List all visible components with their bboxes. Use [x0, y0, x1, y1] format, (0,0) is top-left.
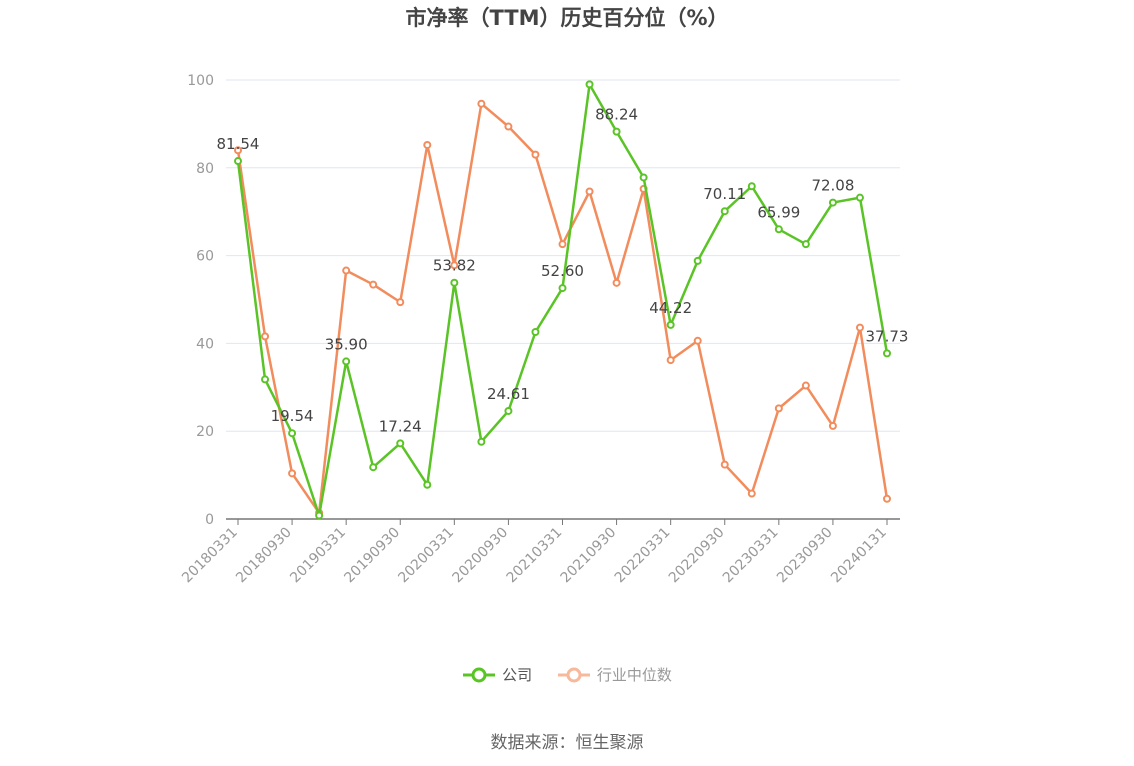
x-tick-label: 20220331	[612, 525, 674, 587]
data-label: 65.99	[757, 203, 800, 221]
data-point	[342, 266, 351, 275]
legend-item-company[interactable]: 公司	[462, 664, 532, 685]
data-point	[585, 80, 594, 89]
data-label: 37.73	[866, 327, 909, 345]
x-tick-label: 20190930	[341, 525, 403, 587]
data-point	[423, 480, 432, 489]
x-tick-label: 20230331	[720, 525, 782, 587]
data-point	[477, 437, 486, 446]
data-point	[855, 323, 864, 332]
data-point	[504, 122, 513, 131]
data-point	[261, 375, 270, 384]
data-point	[288, 469, 297, 478]
data-point	[801, 381, 810, 390]
data-point	[639, 173, 648, 182]
data-label: 24.61	[487, 385, 530, 403]
data-label: 70.11	[703, 185, 746, 203]
data-point	[801, 240, 810, 249]
data-label: 52.60	[541, 262, 584, 280]
data-point	[396, 439, 405, 448]
series-line	[236, 83, 889, 517]
data-point	[883, 494, 891, 503]
y-tick-label: 20	[196, 424, 214, 440]
data-label: 19.54	[271, 407, 314, 425]
data-point	[720, 460, 729, 469]
axes: 0 20 40 60 80 100 2018033120180930201903312019…	[179, 73, 900, 586]
x-tick-label: 20200930	[450, 525, 512, 587]
data-point	[450, 278, 459, 287]
y-tick-label: 60	[196, 249, 214, 265]
data-point	[396, 298, 405, 307]
data-point	[693, 256, 702, 265]
data-point	[342, 357, 351, 366]
data-label: 88.24	[595, 106, 638, 124]
data-point	[828, 421, 837, 430]
data-label: 72.08	[811, 177, 854, 195]
data-point	[693, 336, 702, 345]
legend-marker-company	[463, 667, 496, 682]
data-label: 17.24	[379, 417, 422, 435]
data-point	[315, 511, 324, 520]
data-point	[585, 187, 594, 196]
data-point	[774, 404, 783, 413]
data-point	[288, 429, 297, 438]
data-point	[774, 225, 783, 234]
legend-item-industry-median[interactable]: 行业中位数	[557, 664, 672, 685]
x-tick-label: 20190331	[287, 525, 349, 587]
y-tick-label: 40	[196, 336, 214, 352]
legend: 公司 行业中位数	[0, 664, 1134, 689]
source-note: 数据来源：恒生聚源	[490, 733, 644, 753]
x-tick-label: 20240131	[828, 525, 890, 587]
data-point	[666, 320, 675, 329]
x-tick-label: 20200331	[395, 525, 457, 587]
x-tick-label: 20230930	[774, 525, 836, 587]
data-point	[747, 489, 756, 498]
legend-label-industry-median: 行业中位数	[596, 666, 672, 684]
x-tick-label: 20210331	[504, 525, 566, 587]
data-point	[369, 463, 378, 472]
data-point	[558, 284, 567, 293]
x-tick-label: 20180930	[233, 525, 295, 587]
data-point	[423, 140, 432, 149]
data-point	[883, 349, 891, 358]
y-tick-label: 100	[187, 73, 214, 89]
data-point	[720, 207, 729, 216]
data-point	[612, 278, 621, 287]
data-point	[531, 150, 540, 159]
data-label: 35.90	[325, 335, 368, 353]
data-label: 81.54	[217, 135, 260, 153]
chart-title: 市净率（TTM）历史百分位（%）	[405, 6, 729, 30]
data-point	[558, 240, 567, 249]
data-label: 53.82	[433, 257, 476, 275]
data-point	[612, 127, 621, 136]
data-point	[261, 332, 270, 341]
x-tick-label: 20180331	[179, 525, 241, 587]
y-tick-label: 80	[196, 161, 214, 177]
legend-label-company: 公司	[502, 666, 533, 684]
series-layer	[234, 80, 891, 520]
data-point	[504, 406, 513, 415]
data-point	[666, 356, 675, 365]
grid-lines	[226, 79, 900, 432]
series-line	[236, 102, 889, 515]
legend-marker-industry-median	[557, 667, 590, 682]
data-point	[450, 261, 459, 270]
x-tick-label: 20220930	[666, 525, 728, 587]
data-point	[234, 157, 242, 166]
data-point	[828, 198, 837, 207]
data-point	[369, 280, 378, 289]
data-point	[747, 182, 756, 191]
x-tick-label: 20210930	[558, 525, 620, 587]
data-point	[477, 99, 486, 108]
data-point	[531, 327, 540, 336]
data-label: 44.22	[649, 299, 692, 317]
data-labels: 81.54 19.54 35.90 17.24 53.82 24.61 52.60 88.24…	[217, 106, 909, 436]
data-point	[234, 146, 242, 155]
y-tick-label: 0	[205, 512, 214, 528]
data-point	[855, 193, 864, 202]
